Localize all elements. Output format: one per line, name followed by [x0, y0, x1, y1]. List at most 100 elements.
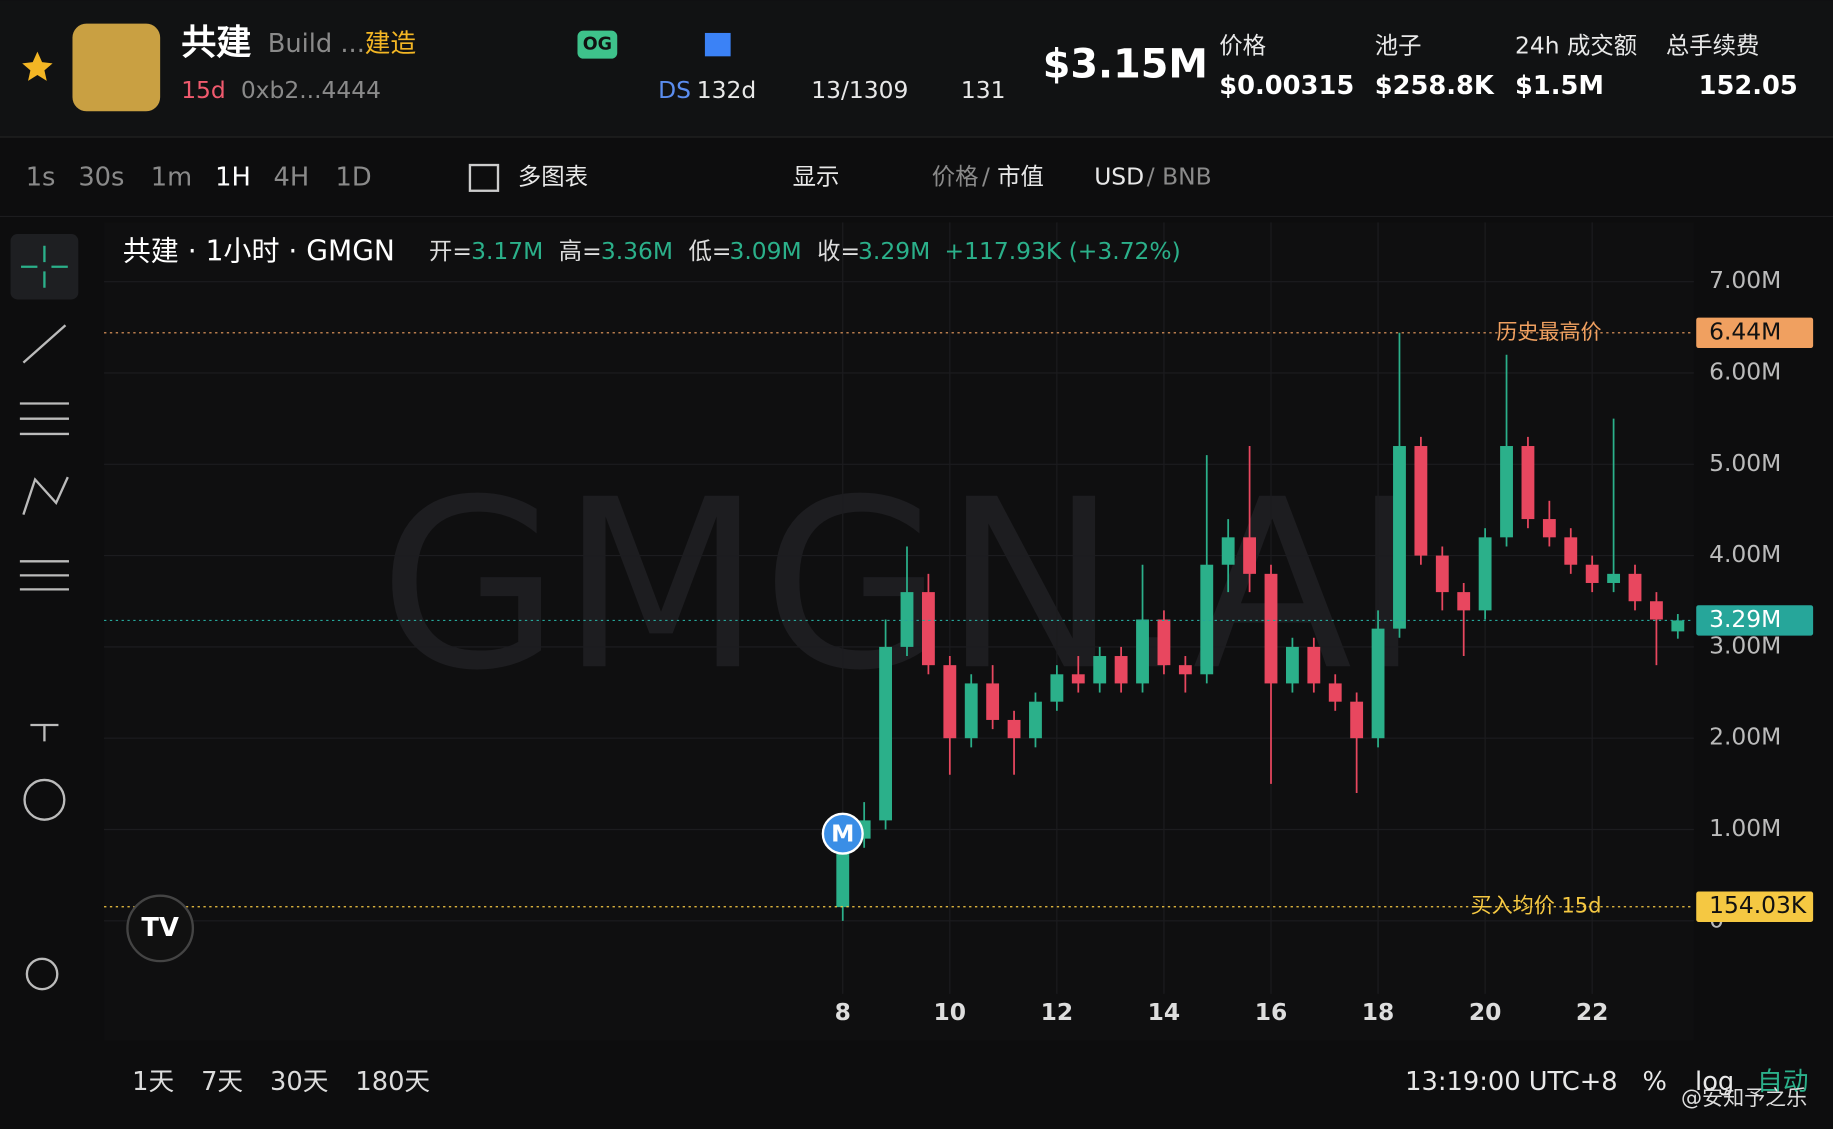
multi-chart[interactable]: 多图表: [518, 162, 588, 190]
y-tick-label: 4.00M: [1709, 540, 1781, 568]
launch-marker-label: M: [831, 819, 854, 847]
address[interactable]: 0xb2...4444: [241, 76, 381, 104]
candle-body: [1029, 701, 1042, 739]
x-tick-label: 10: [934, 998, 967, 1026]
price-tag: [1696, 317, 1814, 348]
views: 131: [961, 76, 1006, 104]
price-tag: [1696, 891, 1814, 922]
token-symbol: 共建: [181, 23, 251, 64]
stat-value: $258.8K: [1375, 71, 1495, 101]
auto-toggle[interactable]: 自动: [1757, 1067, 1808, 1097]
stat-value: 152.05: [1699, 71, 1798, 101]
legend-high: 3.36M: [601, 237, 673, 265]
candle-body: [1457, 592, 1471, 611]
usd-toggle[interactable]: USD: [1094, 162, 1144, 190]
credit: @安知予之乐: [1681, 1085, 1807, 1110]
drawing-tools[interactable]: [19, 324, 69, 742]
emoji-tool[interactable]: [23, 778, 66, 821]
token-alias: 建造: [365, 29, 416, 59]
candle-body: [1157, 619, 1171, 666]
interval-button[interactable]: 1s: [26, 162, 56, 192]
candle-body: [1435, 555, 1449, 593]
candle-body: [1393, 446, 1406, 629]
candle-body: [1114, 656, 1128, 684]
candle-body: [1093, 656, 1107, 684]
interval-button[interactable]: 1m: [151, 162, 192, 192]
favorite-star[interactable]: [22, 51, 53, 81]
interval-button[interactable]: 1D: [336, 162, 372, 192]
candle-body: [1007, 719, 1021, 739]
header-bar: [0, 0, 1833, 137]
interval-button[interactable]: 30s: [78, 162, 124, 192]
stat-label: 池子: [1375, 31, 1422, 59]
legend-low-label: 低=: [689, 237, 732, 265]
candle-body: [1564, 537, 1578, 565]
candle-body: [1221, 537, 1235, 565]
candle-body: [879, 646, 893, 821]
y-tick-label: 5.00M: [1709, 449, 1781, 477]
price-tag-label: 6.44M: [1709, 317, 1781, 345]
holders: 13/1309: [811, 76, 908, 104]
y-tick-label: 6.00M: [1709, 357, 1781, 385]
price-tag-label: 154.03K: [1709, 891, 1807, 919]
candle-body: [1307, 646, 1321, 684]
bnb-toggle[interactable]: / BNB: [1147, 162, 1212, 190]
candle-body: [1414, 446, 1428, 556]
price-tag: [1696, 605, 1814, 636]
watermark: GMGN.AI: [379, 450, 1421, 722]
candle-body: [1585, 564, 1599, 583]
candle-body: [1136, 619, 1149, 684]
candle-body: [1264, 573, 1278, 684]
ds-label: DS: [658, 76, 691, 104]
candle-body: [1500, 446, 1513, 538]
stat-label: 24h 成交额: [1515, 31, 1637, 59]
candle-body: [1050, 674, 1064, 702]
candle-body: [1200, 564, 1214, 675]
x-tick-label: 12: [1041, 998, 1074, 1026]
candle-body: [1371, 628, 1385, 739]
token-age: 15d: [181, 76, 226, 104]
log-toggle[interactable]: log: [1695, 1067, 1734, 1097]
interval-button[interactable]: 1H: [215, 162, 251, 192]
candle-body: [1542, 519, 1556, 538]
x-tick-label: 14: [1148, 998, 1181, 1026]
y-tick-label: 2.00M: [1709, 723, 1781, 751]
x-tick-label: 20: [1469, 998, 1502, 1026]
token-name: Build ...: [268, 29, 365, 59]
stat-label: 价格: [1219, 31, 1266, 59]
range-button[interactable]: 7天: [201, 1067, 243, 1097]
interval-button[interactable]: 4H: [274, 162, 310, 192]
icon[interactable]: [704, 32, 731, 57]
launch-marker[interactable]: [821, 812, 864, 855]
y-tick-label: 1.00M: [1709, 814, 1781, 842]
mcap-toggle[interactable]: 市值: [997, 162, 1044, 190]
checkbox[interactable]: [468, 163, 500, 192]
candle-body: [986, 683, 1000, 720]
range-button[interactable]: 180天: [355, 1067, 430, 1097]
legend-change: +117.93K (+3.72%): [945, 237, 1181, 265]
candle-body: [921, 592, 935, 666]
tv-logo[interactable]: [126, 894, 195, 963]
candle-body: [1178, 665, 1192, 675]
x-tick-label: 16: [1255, 998, 1288, 1026]
ds-age: 132d: [697, 76, 756, 104]
candle-body: [1628, 573, 1642, 602]
legend-open: 3.17M: [471, 237, 543, 265]
market-cap: $3.15M: [1043, 41, 1208, 87]
display-menu[interactable]: 显示: [793, 162, 840, 190]
price-tag-label: 3.29M: [1709, 605, 1781, 633]
zoom-tool[interactable]: [25, 957, 59, 991]
candle-body: [900, 592, 914, 647]
price-toggle[interactable]: 价格: [932, 162, 979, 190]
range-button[interactable]: 30天: [270, 1067, 328, 1097]
crosshair-tool[interactable]: [10, 234, 79, 300]
candle-body: [1521, 446, 1535, 520]
candle-body: [943, 665, 957, 739]
candle-body: [1350, 701, 1364, 739]
percent-toggle[interactable]: %: [1642, 1067, 1666, 1097]
candle-body: [1328, 683, 1342, 702]
range-button[interactable]: 1天: [132, 1067, 174, 1097]
clock: 13:19:00 UTC+8: [1405, 1067, 1617, 1097]
stat-label: 总手续费: [1666, 31, 1760, 59]
